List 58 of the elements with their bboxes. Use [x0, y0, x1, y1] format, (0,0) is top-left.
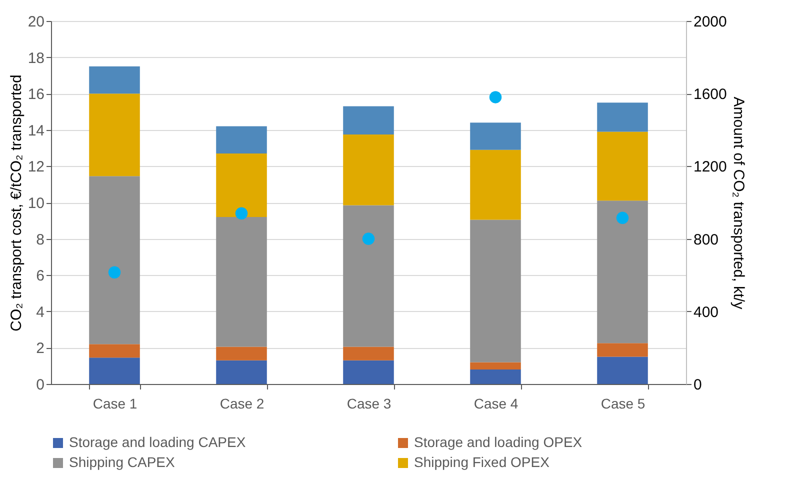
x-tick-label: Case 1: [92, 396, 138, 412]
point: [235, 207, 248, 220]
bar: [216, 346, 267, 360]
x-tick-label: Case 2: [220, 396, 264, 412]
point: [489, 91, 502, 104]
y-tick-label: 6: [36, 268, 44, 285]
bar: [216, 153, 267, 218]
x-tick-label: Case 5: [600, 396, 646, 412]
bar: [89, 344, 140, 358]
y-tick-label: 4: [36, 304, 44, 321]
y2-tick-label: 1600: [694, 86, 727, 104]
bar: [597, 343, 648, 357]
y-tick-label: 8: [36, 231, 44, 248]
y-tick-label: 12: [28, 158, 44, 176]
bar: [343, 360, 394, 384]
legend-label: Shipping CAPEX: [69, 454, 176, 470]
bar: [597, 132, 648, 201]
bar: [470, 122, 521, 150]
y2-tick-label: 1200: [694, 158, 727, 176]
y2-tick-label: 800: [694, 231, 719, 248]
bar: [470, 369, 521, 384]
point: [616, 212, 629, 224]
bar: [343, 205, 394, 347]
legend-label: Storage and loading OPEX: [414, 434, 583, 450]
bar: [89, 358, 140, 384]
y2-tick-label: 2000: [694, 14, 727, 30]
bar: [89, 94, 140, 176]
bar: [216, 360, 267, 384]
bar: [470, 362, 521, 370]
point: [108, 266, 121, 278]
bar: [216, 126, 267, 154]
x-tick-label: Case 3: [346, 396, 392, 412]
bar: [470, 220, 521, 362]
y2-tick-label: 0: [694, 376, 702, 394]
y-axis-title: CO₂ transport cost, €/tCO₂ transported: [8, 74, 25, 332]
bar: [343, 346, 394, 360]
bar: [597, 102, 648, 132]
bar: [89, 176, 140, 344]
y-tick-label: 10: [28, 195, 44, 212]
y-tick-label: 16: [28, 86, 44, 104]
y-tick-label: 18: [28, 50, 44, 67]
legend-label: Storage and loading CAPEX: [69, 434, 246, 450]
y-tick-label: 2: [36, 340, 44, 358]
bar: [343, 134, 394, 206]
y-tick-label: 20: [28, 14, 44, 30]
x-tick-label: Case 4: [474, 396, 518, 412]
bar: [470, 150, 521, 220]
bar: [343, 106, 394, 134]
y2-tick-label: 400: [694, 304, 719, 321]
legend-label: Shipping Fixed OPEX: [414, 454, 550, 470]
point: [362, 232, 375, 245]
y-tick-label: 14: [28, 122, 44, 140]
y-tick-label: 0: [36, 376, 44, 394]
bar: [597, 356, 648, 384]
bar: [597, 200, 648, 344]
bar: [89, 66, 140, 94]
y2-axis-title: Amount of CO₂ transported, kt/y: [730, 96, 747, 310]
bar: [216, 217, 267, 347]
